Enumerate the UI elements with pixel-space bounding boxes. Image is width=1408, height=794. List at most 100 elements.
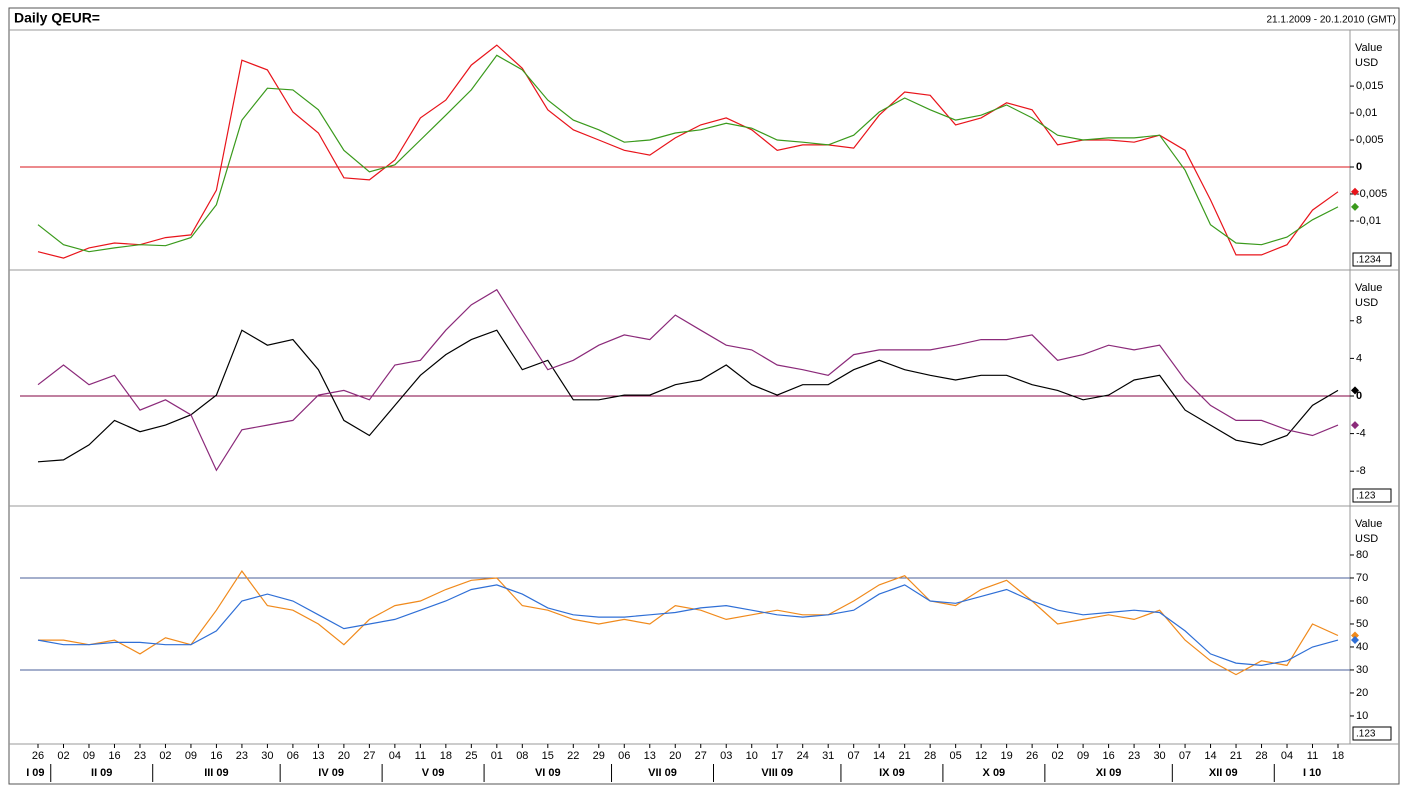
x-tick-label: 27: [695, 750, 707, 762]
y-tick-label: 80: [1356, 549, 1368, 561]
x-tick-label: 02: [1051, 750, 1063, 762]
month-label: XII 09: [1209, 767, 1238, 779]
y-tick-label: 8: [1356, 315, 1362, 327]
y-tick-label: 20: [1356, 687, 1368, 699]
y-axis-label: Value: [1355, 282, 1382, 294]
month-label: VII 09: [648, 767, 677, 779]
x-tick-label: 11: [1307, 750, 1318, 762]
x-tick-label: 06: [287, 750, 299, 762]
x-tick-label: 20: [338, 750, 350, 762]
y-axis-unit: USD: [1355, 297, 1378, 309]
y-tick-label: 30: [1356, 664, 1368, 676]
month-label: III 09: [204, 767, 228, 779]
last-value-marker: [1351, 636, 1359, 645]
chart-subtitle: 21.1.2009 - 20.1.2010 (GMT): [1266, 15, 1396, 26]
x-tick-label: 07: [1179, 750, 1191, 762]
x-tick-label: 10: [746, 750, 758, 762]
x-tick-label: 03: [720, 750, 732, 762]
chart-title: Daily QEUR=: [14, 10, 100, 26]
x-tick-label: 13: [644, 750, 656, 762]
y-tick-label: 0: [1356, 390, 1362, 402]
x-tick-label: 04: [1281, 750, 1293, 762]
x-tick-label: 29: [593, 750, 605, 762]
x-tick-label: 18: [440, 750, 452, 762]
y-tick-label: 70: [1356, 572, 1368, 584]
x-tick-label: 24: [797, 750, 809, 762]
month-label: VI 09: [535, 767, 561, 779]
last-value-marker: [1351, 631, 1359, 640]
y-axis-unit: USD: [1355, 57, 1378, 69]
precision-label: .123: [1356, 491, 1376, 502]
series-line: [37, 288, 1339, 472]
x-tick-label: 23: [236, 750, 248, 762]
x-tick-label: 26: [32, 750, 44, 762]
x-tick-label: 14: [873, 750, 885, 762]
x-tick-label: 11: [415, 750, 426, 762]
y-axis-label: Value: [1355, 518, 1382, 530]
month-label: I 10: [1303, 767, 1321, 779]
x-tick-label: 09: [185, 750, 197, 762]
x-tick-label: 26: [1026, 750, 1038, 762]
x-tick-label: 31: [822, 750, 834, 762]
last-value-marker: [1351, 202, 1359, 211]
month-label: IV 09: [318, 767, 344, 779]
y-tick-label: -0,01: [1356, 215, 1381, 227]
y-tick-label: 4: [1356, 352, 1362, 364]
y-tick-label: -0,005: [1356, 188, 1387, 200]
month-label: II 09: [91, 767, 112, 779]
series-line: [37, 329, 1339, 463]
x-tick-label: 17: [771, 750, 783, 762]
x-tick-label: 09: [83, 750, 95, 762]
y-tick-label: 0,01: [1356, 107, 1377, 119]
y-axis-unit: USD: [1355, 533, 1378, 545]
x-tick-label: 01: [491, 750, 503, 762]
series-line: [37, 54, 1339, 253]
y-tick-label: 40: [1356, 641, 1368, 653]
x-tick-label: 16: [1102, 750, 1114, 762]
month-label: VIII 09: [761, 767, 793, 779]
x-tick-label: 18: [1332, 750, 1344, 762]
x-tick-label: 23: [134, 750, 146, 762]
y-tick-label: 50: [1356, 618, 1368, 630]
month-label: IX 09: [879, 767, 905, 779]
y-tick-label: -8: [1356, 465, 1366, 477]
precision-box: [1352, 488, 1392, 503]
y-tick-label: 60: [1356, 595, 1368, 607]
x-tick-label: 07: [848, 750, 860, 762]
x-tick-label: 14: [1204, 750, 1216, 762]
x-tick-label: 20: [669, 750, 681, 762]
y-tick-label: 0,005: [1356, 134, 1384, 146]
x-tick-label: 27: [363, 750, 375, 762]
x-tick-label: 25: [465, 750, 477, 762]
precision-label: .123: [1356, 729, 1376, 740]
x-tick-label: 04: [389, 750, 401, 762]
month-label: I 09: [26, 767, 44, 779]
x-tick-label: 30: [1153, 750, 1165, 762]
x-tick-label: 02: [57, 750, 69, 762]
y-tick-label: -4: [1356, 428, 1366, 440]
y-tick-label: 0,015: [1356, 80, 1384, 92]
x-tick-label: 22: [567, 750, 579, 762]
x-tick-label: 13: [312, 750, 324, 762]
x-tick-label: 30: [261, 750, 273, 762]
x-tick-label: 15: [542, 750, 554, 762]
month-label: V 09: [422, 767, 445, 779]
x-tick-label: 28: [1255, 750, 1267, 762]
last-value-marker: [1351, 386, 1359, 395]
y-tick-label: 0: [1356, 161, 1362, 173]
last-value-marker: [1351, 421, 1359, 430]
y-axis-label: Value: [1355, 42, 1382, 54]
x-tick-label: 21: [899, 750, 911, 762]
x-tick-label: 06: [618, 750, 630, 762]
x-tick-label: 21: [1230, 750, 1242, 762]
x-tick-label: 16: [210, 750, 222, 762]
x-tick-label: 12: [975, 750, 987, 762]
month-label: X 09: [983, 767, 1006, 779]
x-tick-label: 08: [516, 750, 528, 762]
precision-box: [1352, 726, 1392, 741]
series-line: [37, 584, 1339, 667]
x-tick-label: 02: [159, 750, 171, 762]
x-tick-label: 09: [1077, 750, 1089, 762]
x-tick-label: 28: [924, 750, 936, 762]
